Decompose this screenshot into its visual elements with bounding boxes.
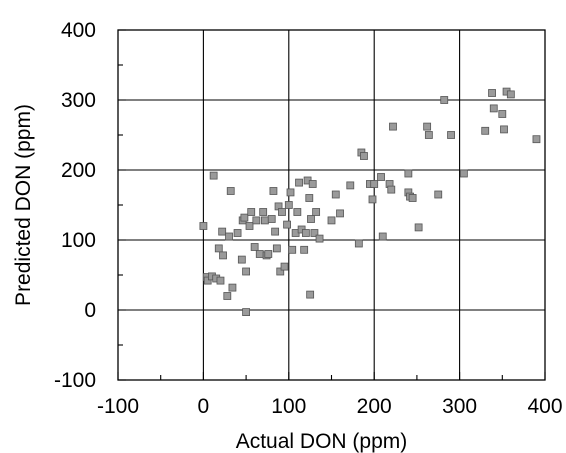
data-point (219, 251, 227, 260)
data-point (331, 190, 340, 199)
data-point (272, 244, 281, 253)
x-tick-labels: -100 0 100 200 300 400 (97, 395, 563, 418)
data-point (226, 187, 235, 195)
data-point (214, 244, 223, 253)
grid-lines (118, 30, 545, 380)
data-point (368, 195, 377, 204)
data-point (532, 135, 541, 144)
data-point (500, 125, 508, 134)
data-point (434, 190, 443, 199)
data-point (269, 187, 278, 195)
data-point (440, 96, 449, 104)
data-point (408, 194, 417, 202)
data-point (354, 239, 363, 248)
data-point (255, 250, 264, 258)
data-point (378, 232, 387, 241)
data-point (370, 180, 379, 188)
data-point (310, 229, 319, 237)
data-point (498, 110, 507, 118)
data-points (199, 87, 541, 317)
data-point (276, 267, 285, 276)
data-point (240, 213, 249, 222)
y-tick-label: 200 (61, 159, 96, 182)
data-point (216, 276, 225, 285)
data-point (283, 220, 291, 229)
data-point (327, 216, 336, 225)
data-point (242, 308, 251, 317)
x-tick-label: 100 (271, 395, 306, 418)
data-point (387, 185, 396, 194)
x-axis-title: Actual DON (ppm) (236, 430, 408, 453)
data-point (259, 208, 268, 216)
plot-frame (117, 29, 546, 381)
data-point (209, 171, 218, 180)
data-point (360, 152, 368, 160)
data-point (459, 169, 468, 178)
y-tick-label: 100 (61, 229, 96, 252)
y-tick-label: -100 (54, 369, 96, 392)
data-point (423, 122, 432, 131)
data-point (247, 208, 256, 216)
data-point (377, 173, 385, 181)
data-point (506, 90, 515, 99)
data-point (286, 188, 295, 197)
data-point (250, 243, 259, 251)
data-point (199, 222, 208, 230)
data-point (315, 234, 324, 243)
data-point (267, 215, 276, 223)
x-tick-label: 300 (442, 395, 477, 418)
y-tick-label: 0 (84, 299, 96, 322)
data-point (414, 223, 423, 232)
data-point (346, 181, 355, 190)
tick-marks (117, 29, 546, 381)
y-tick-labels: -100 0 100 200 300 400 (54, 19, 96, 392)
data-point (489, 104, 498, 113)
data-point (305, 194, 314, 202)
data-point (424, 131, 433, 139)
data-point (336, 209, 344, 218)
data-point (389, 122, 397, 131)
data-point (488, 89, 496, 97)
data-point (306, 290, 315, 299)
data-point (447, 131, 455, 139)
data-point (203, 276, 212, 285)
data-point (242, 267, 251, 276)
data-point (312, 208, 321, 216)
x-tick-label: 0 (198, 395, 210, 418)
data-point (404, 169, 413, 178)
data-point (280, 262, 289, 271)
data-point (295, 178, 303, 187)
data-point (228, 283, 237, 292)
y-axis-title: Predicted DON (ppm) (12, 104, 35, 306)
data-point (225, 232, 233, 241)
data-point (237, 255, 246, 264)
data-point (293, 208, 302, 216)
data-point (288, 245, 297, 254)
x-tick-label: 200 (357, 395, 392, 418)
data-point (218, 227, 227, 236)
x-tick-label: -100 (97, 395, 139, 418)
data-point (300, 245, 309, 254)
data-point (264, 250, 273, 258)
data-point (245, 222, 254, 230)
data-point (252, 216, 261, 225)
data-point (233, 229, 242, 237)
data-point (301, 229, 310, 237)
data-point (481, 126, 490, 135)
data-point (308, 180, 317, 188)
data-point (278, 208, 286, 216)
data-point (223, 292, 232, 300)
data-point (307, 215, 315, 223)
data-point (271, 227, 280, 236)
data-point (284, 201, 293, 209)
y-tick-label: 300 (61, 89, 96, 112)
y-tick-label: 400 (61, 19, 96, 42)
x-tick-label: 400 (527, 395, 562, 418)
data-point (260, 216, 269, 225)
